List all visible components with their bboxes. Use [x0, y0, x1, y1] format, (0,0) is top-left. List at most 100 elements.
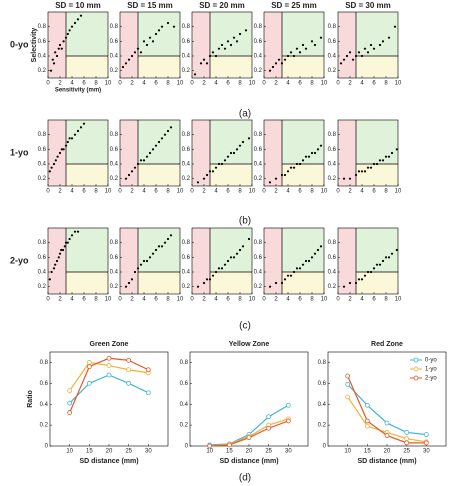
- zone-yellow: [138, 272, 180, 294]
- panel-title: SD = 20 mm: [199, 1, 245, 10]
- y-tick-label: 0.4: [182, 54, 191, 60]
- y-tick-label: 0.4: [38, 162, 47, 168]
- point: [319, 144, 323, 147]
- x-tick-label: 0: [262, 189, 266, 195]
- point: [375, 263, 379, 266]
- point: [211, 274, 215, 277]
- point: [145, 155, 149, 158]
- y-tick-label: 0.4: [328, 270, 337, 276]
- y-tick-label: 0.4: [182, 162, 191, 168]
- point: [289, 166, 293, 169]
- frame: [119, 119, 181, 187]
- point: [232, 151, 236, 155]
- point: [193, 73, 197, 76]
- zone-yellow: [210, 164, 252, 186]
- y-tick-label: 0.6: [328, 255, 337, 261]
- point: [384, 256, 388, 259]
- y-tick-label: 0.6: [110, 255, 119, 261]
- point: [55, 54, 59, 58]
- x-tick-label: 2: [202, 189, 206, 195]
- panel-title: SD = 10 mm: [55, 1, 101, 10]
- point: [130, 170, 134, 173]
- frame: [263, 227, 325, 295]
- point: [381, 159, 385, 162]
- point: [277, 58, 281, 61]
- x-tick-label: 8: [384, 81, 388, 87]
- legend-marker: [413, 366, 419, 372]
- y-tick-label: 0.6: [38, 39, 47, 45]
- point: [73, 230, 77, 233]
- x-tick-label: 6: [372, 297, 376, 303]
- y-label: Selectivity: [31, 28, 38, 63]
- x-tick-label: 15: [86, 449, 93, 455]
- x-tick-label: 2: [274, 297, 278, 303]
- point: [51, 58, 54, 61]
- point: [223, 159, 227, 162]
- point: [124, 177, 128, 180]
- y-tick-label: 0.6: [182, 147, 191, 153]
- point: [357, 170, 361, 173]
- zone-green: [138, 228, 180, 272]
- caption: (c): [239, 321, 251, 332]
- y-tick-label: 0.4: [180, 402, 189, 408]
- x-tick-label: 10: [395, 189, 402, 195]
- point: [66, 241, 69, 244]
- y-label: Ratio: [27, 390, 34, 408]
- marker: [384, 420, 390, 426]
- point: [313, 252, 317, 255]
- point: [70, 234, 74, 237]
- point: [76, 129, 80, 133]
- point: [136, 162, 140, 166]
- point: [57, 256, 60, 259]
- marker: [285, 418, 291, 424]
- x-tick-label: 10: [105, 81, 112, 87]
- point: [298, 267, 302, 270]
- point: [136, 267, 140, 270]
- point: [208, 170, 212, 173]
- point: [64, 144, 68, 147]
- x-tick-label: 6: [372, 189, 376, 195]
- point: [274, 62, 278, 65]
- x-tick-label: 0: [190, 81, 194, 87]
- marker: [86, 364, 92, 370]
- point: [58, 151, 62, 155]
- zone-yellow: [138, 56, 180, 78]
- point: [274, 281, 278, 285]
- point: [316, 148, 320, 151]
- point: [232, 36, 236, 39]
- marker: [86, 360, 92, 365]
- x-tick-label: 10: [395, 297, 402, 303]
- x-tick-label: 4: [70, 81, 74, 87]
- point: [54, 51, 57, 54]
- marker: [404, 440, 410, 446]
- point: [357, 51, 361, 54]
- point: [289, 274, 293, 277]
- x-tick-label: 0: [336, 81, 340, 87]
- point: [366, 51, 370, 54]
- x-tick-label: 10: [249, 81, 256, 87]
- x-tick-label: 2: [274, 81, 278, 87]
- caption: (a): [239, 109, 251, 120]
- y-tick-label: 0.2: [110, 284, 119, 290]
- y-tick-label: 0.8: [328, 240, 337, 246]
- x-tick-label: 2: [130, 297, 134, 303]
- point: [375, 162, 379, 166]
- zone-red: [338, 228, 356, 294]
- x-label: SD distance (mm): [357, 458, 416, 465]
- marker: [266, 425, 272, 431]
- y-tick-label: 0.8: [182, 24, 191, 30]
- y-tick-label: 0.2: [38, 68, 47, 74]
- point: [54, 263, 57, 266]
- point: [121, 65, 125, 69]
- frame: [47, 11, 109, 79]
- x-tick-label: 4: [360, 81, 364, 87]
- marker: [126, 380, 132, 386]
- x-tick-label: 0: [118, 297, 122, 303]
- point: [220, 162, 224, 166]
- point: [369, 270, 373, 274]
- marker: [423, 440, 429, 446]
- point: [280, 173, 284, 177]
- x-tick-label: 2: [348, 189, 352, 195]
- y-tick-label: 0.8: [40, 360, 49, 366]
- x-label: SD distance (mm): [79, 458, 138, 465]
